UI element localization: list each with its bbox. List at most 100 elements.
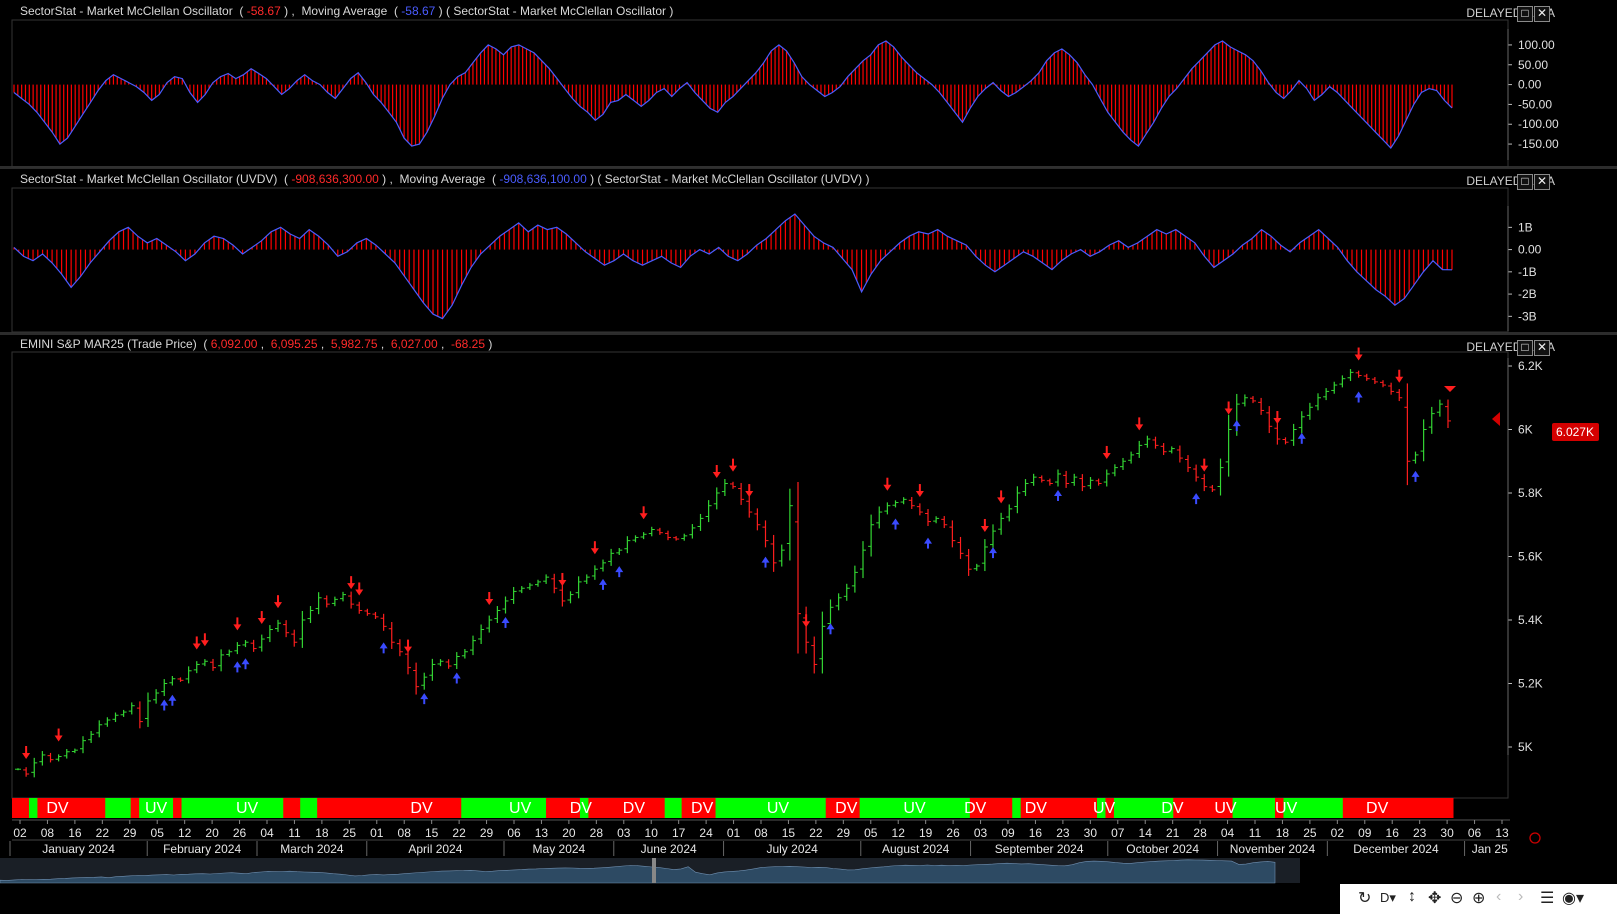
sell-signal-arrow xyxy=(1200,458,1209,472)
sell-signal-arrow xyxy=(558,572,567,586)
arrow-head xyxy=(501,616,510,623)
sell-signal-arrow xyxy=(915,484,924,498)
uv-segment xyxy=(461,798,547,818)
arrow-head xyxy=(729,465,737,472)
arrow-head xyxy=(54,735,63,742)
scroll-left-icon[interactable]: ‹ xyxy=(1496,888,1502,905)
x-tick-label: 17 xyxy=(672,826,686,840)
x-tick-label: 09 xyxy=(1358,826,1372,840)
dv-segment xyxy=(1342,798,1454,818)
arrow-head xyxy=(615,566,624,573)
dv-label: DV xyxy=(46,800,69,817)
uv-label: UV xyxy=(1275,800,1298,817)
arrow-head xyxy=(883,484,892,491)
x-tick-label: 28 xyxy=(590,826,604,840)
arrow-head xyxy=(1054,489,1062,496)
x-tick-label: 19 xyxy=(919,826,933,840)
sell-signal-arrow xyxy=(729,458,737,472)
uv-label: UV xyxy=(236,800,259,817)
dv-segment xyxy=(546,798,581,818)
x-tick-label: 01 xyxy=(727,826,741,840)
x-tick-label: 16 xyxy=(1029,826,1043,840)
period-dropdown[interactable]: D▾ xyxy=(1380,890,1396,905)
y-tick-label: 100.00 xyxy=(1518,38,1555,52)
arrow-head xyxy=(420,693,429,700)
arrow-head xyxy=(712,472,721,478)
uv-label: UV xyxy=(767,800,790,817)
arrow-head xyxy=(558,579,567,586)
navigator-handle xyxy=(652,858,656,883)
refresh-icon[interactable]: ↻ xyxy=(1358,890,1372,907)
sell-signal-arrow xyxy=(1354,347,1363,361)
scroll-right-icon[interactable]: › xyxy=(1518,888,1524,905)
y-tick-label: 0.00 xyxy=(1518,243,1542,257)
plot-frame xyxy=(11,187,1509,333)
y-tick-label: 5K xyxy=(1518,740,1533,754)
sell-signal-arrow xyxy=(257,611,266,625)
sell-signal-arrow xyxy=(980,518,989,532)
x-tick-label: 02 xyxy=(1331,826,1345,840)
x-month-label: February 2024 xyxy=(163,842,241,856)
histogram xyxy=(13,40,1453,149)
arrow-head xyxy=(924,537,932,544)
arrow-head xyxy=(379,642,388,649)
arrow-head xyxy=(192,643,201,650)
arrow-head xyxy=(1411,470,1420,477)
maximize-icon[interactable]: □ xyxy=(1517,6,1533,22)
maximize-icon[interactable]: □ xyxy=(1517,174,1533,190)
maximize-icon[interactable]: □ xyxy=(1517,340,1533,356)
dv-segment xyxy=(969,798,1013,818)
arrow-head xyxy=(745,491,754,498)
palette-icon[interactable]: ◉▾ xyxy=(1562,890,1584,907)
uv-segment xyxy=(579,798,589,818)
price-pane: EMINI S&P MAR25 (Trade Price) ( 6,092.00… xyxy=(0,335,1617,835)
dv-segment xyxy=(173,798,183,818)
x-tick-label: 16 xyxy=(68,826,82,840)
close-icon[interactable]: ✕ xyxy=(1534,6,1550,22)
close-icon[interactable]: ✕ xyxy=(1534,340,1550,356)
uv-segment xyxy=(1232,798,1276,818)
dv-segment xyxy=(1173,798,1234,818)
sell-signal-arrow xyxy=(192,636,201,650)
dv-segment xyxy=(317,798,462,818)
zoom-out-icon[interactable]: ⊖ xyxy=(1450,890,1464,907)
buy-signal-arrow xyxy=(160,699,169,711)
close-icon[interactable]: ✕ xyxy=(1534,174,1550,190)
dv-label: DV xyxy=(410,800,433,817)
x-tick-label: 03 xyxy=(617,826,631,840)
sell-signal-arrow xyxy=(355,582,364,596)
x-tick-label: 04 xyxy=(1221,826,1235,840)
uv-segment xyxy=(1283,798,1293,818)
arrow-head xyxy=(590,548,599,555)
reset-icon xyxy=(1529,832,1541,844)
buy-signal-arrow xyxy=(826,623,835,635)
x-month-label: April 2024 xyxy=(408,842,462,856)
sell-signal-arrow xyxy=(1102,445,1111,459)
pane-separator[interactable] xyxy=(0,332,1617,335)
pan-icon[interactable]: ✥ xyxy=(1428,890,1442,907)
x-tick-label: 06 xyxy=(507,826,521,840)
arrow-head xyxy=(989,547,997,554)
uv-segment xyxy=(664,798,683,818)
zoom-in-icon[interactable]: ⊕ xyxy=(1472,890,1486,907)
uv-label: UV xyxy=(1093,800,1116,817)
x-tick-label: 08 xyxy=(754,826,768,840)
arrow-head xyxy=(891,518,900,525)
x-tick-label: 03 xyxy=(974,826,988,840)
arrow-head xyxy=(241,658,250,665)
uv-segment xyxy=(139,798,174,818)
x-tick-label: 02 xyxy=(13,826,27,840)
arrow-head xyxy=(1192,493,1201,500)
buy-signal-arrow xyxy=(1192,493,1201,505)
price-badge-pointer xyxy=(1492,412,1500,426)
x-tick-label: 18 xyxy=(1276,826,1290,840)
x-tick-label: 23 xyxy=(1056,826,1070,840)
menu-icon[interactable]: ☰ xyxy=(1540,890,1555,907)
x-month-label: November 2024 xyxy=(1230,842,1316,856)
dv-segment xyxy=(1020,798,1098,818)
buy-signal-arrow xyxy=(615,566,624,578)
sell-signal-arrow xyxy=(233,617,242,631)
vertical-resize-icon[interactable]: ↕ xyxy=(1408,888,1416,905)
y-tick-label: -3B xyxy=(1518,309,1537,323)
